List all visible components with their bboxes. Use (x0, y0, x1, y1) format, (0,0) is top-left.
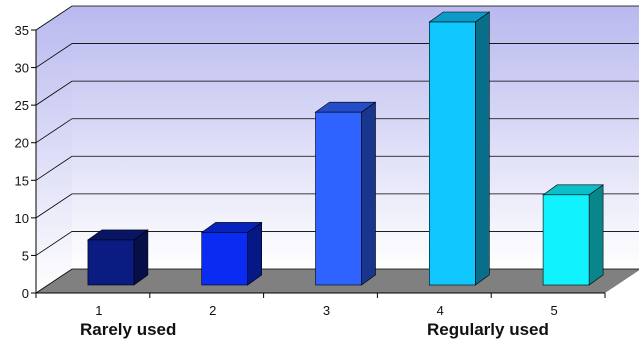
x-tick-label-4: 4 (437, 303, 444, 318)
bar-side-4 (474, 11, 490, 286)
x-tick-label-3: 3 (323, 303, 330, 318)
y-axis: 0 5 10 15 20 25 30 35 (15, 23, 37, 301)
x-tick-label-1: 1 (95, 303, 102, 318)
y-tick-label-35: 35 (15, 23, 29, 38)
bar-front-1 (87, 239, 135, 286)
y-tick-label-0: 0 (22, 286, 29, 301)
gridline-35 (35, 5, 639, 31)
x-tick-label-2: 2 (209, 303, 216, 318)
bar-1 (86, 229, 149, 286)
bar-side-2 (247, 221, 263, 286)
annotations: Rarely used Regularly used (80, 320, 549, 339)
y-tick-label-15: 15 (15, 173, 29, 188)
bar-side-5 (588, 184, 604, 286)
bars (86, 11, 605, 286)
bar-front-2 (201, 232, 248, 286)
side-wall (36, 6, 72, 293)
annotation-regularly-used: Regularly used (427, 320, 549, 339)
bar-2 (200, 221, 263, 286)
y-tick-label-25: 25 (15, 98, 29, 113)
bar-5 (542, 184, 605, 286)
bar-front-3 (315, 111, 362, 286)
y-tick-label-5: 5 (22, 248, 29, 263)
y-tick-label-30: 30 (15, 61, 29, 76)
annotation-rarely-used: Rarely used (80, 320, 176, 339)
bar-3 (314, 101, 377, 286)
y-tick-label-20: 20 (15, 136, 29, 151)
bar-4 (428, 11, 491, 286)
bar-front-4 (428, 21, 476, 286)
bar-front-5 (542, 194, 590, 286)
x-axis: 1 2 3 4 5 (35, 292, 606, 318)
bar-side-3 (361, 101, 376, 286)
x-tick-label-5: 5 (550, 303, 557, 318)
y-tick-label-10: 10 (15, 211, 29, 226)
